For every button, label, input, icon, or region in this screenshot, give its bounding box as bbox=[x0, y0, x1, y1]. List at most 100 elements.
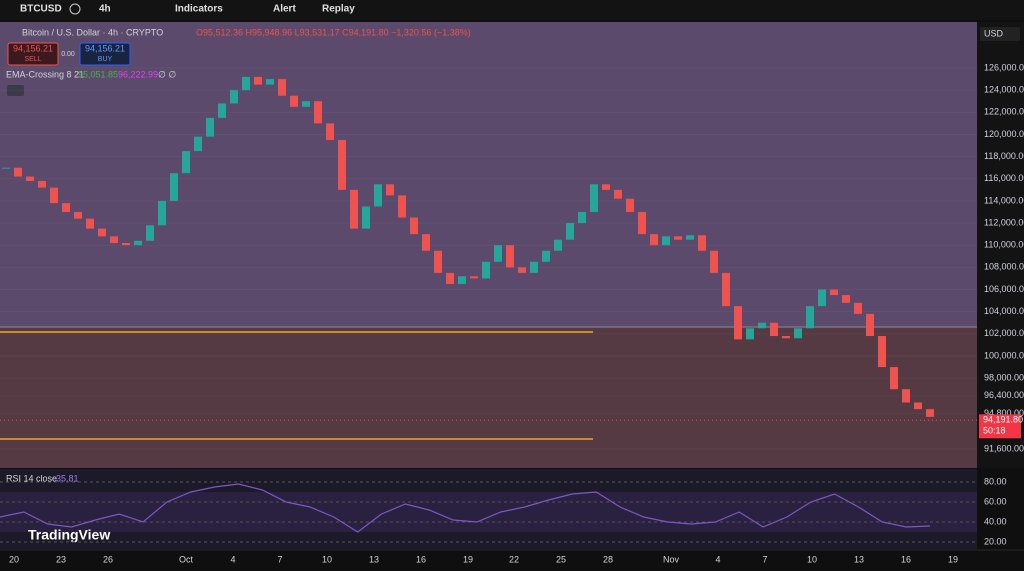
candle bbox=[794, 328, 802, 339]
candle bbox=[758, 322, 766, 329]
add-symbol[interactable] bbox=[69, 3, 81, 15]
spread: 0.00 bbox=[61, 51, 75, 58]
candle bbox=[290, 95, 298, 107]
candle bbox=[122, 243, 130, 246]
time-label: 16 bbox=[901, 554, 911, 564]
buy-label[interactable]: BUY bbox=[98, 56, 113, 63]
candle bbox=[230, 90, 238, 104]
candle bbox=[482, 261, 490, 279]
zone-lower bbox=[0, 327, 977, 468]
ema-slow: 96,222.99 bbox=[118, 69, 158, 79]
candle bbox=[74, 211, 82, 219]
candle bbox=[50, 187, 58, 204]
rsi-band bbox=[0, 492, 977, 532]
candle bbox=[866, 313, 874, 337]
time-label: 13 bbox=[369, 554, 379, 564]
candle bbox=[842, 295, 850, 303]
candle bbox=[494, 245, 502, 262]
candle bbox=[158, 200, 166, 226]
time-label: 7 bbox=[277, 554, 282, 564]
price-scale bbox=[977, 22, 1024, 468]
candle bbox=[62, 203, 70, 212]
candle bbox=[854, 302, 862, 314]
currency[interactable]: USD bbox=[984, 28, 1004, 38]
candle bbox=[2, 167, 10, 169]
replay[interactable]: Replay bbox=[322, 4, 355, 15]
candle bbox=[542, 250, 550, 262]
interval[interactable]: 4h bbox=[99, 4, 111, 15]
rsi-label: RSI 14 close bbox=[6, 473, 57, 483]
price-tick-label: 118,000.00 bbox=[984, 151, 1024, 161]
candle bbox=[110, 236, 118, 244]
sell-button[interactable] bbox=[7, 42, 59, 66]
candle bbox=[278, 79, 286, 96]
candle bbox=[926, 409, 934, 417]
currency-box[interactable] bbox=[980, 27, 1020, 41]
candle bbox=[626, 198, 634, 212]
symbol[interactable]: BTCUSD bbox=[20, 4, 62, 15]
price-tick-label: 110,000.00 bbox=[984, 240, 1024, 250]
sell-label[interactable]: SELL bbox=[24, 56, 41, 63]
price-tick-label: 94,800.00 bbox=[984, 408, 1024, 418]
time-label: 19 bbox=[463, 554, 473, 564]
candle bbox=[218, 103, 226, 118]
candle bbox=[446, 272, 454, 284]
price-tick-label: 100,000.00 bbox=[984, 350, 1024, 360]
candle bbox=[902, 389, 910, 403]
candle bbox=[38, 180, 46, 188]
candle bbox=[338, 139, 346, 190]
candle bbox=[374, 184, 382, 207]
candle bbox=[782, 336, 790, 339]
candle bbox=[578, 211, 586, 224]
candle bbox=[134, 240, 142, 246]
price-tick-label: 96,400.00 bbox=[984, 390, 1024, 400]
candle bbox=[350, 189, 358, 229]
price-tick-label: 124,000.00 bbox=[984, 85, 1024, 95]
candle bbox=[14, 167, 22, 177]
time-label: 10 bbox=[807, 554, 817, 564]
candle bbox=[86, 218, 94, 229]
collapse[interactable] bbox=[7, 85, 24, 96]
candle bbox=[398, 195, 406, 218]
sell-price[interactable]: 94,156.21 bbox=[13, 43, 53, 53]
indicators[interactable]: Indicators bbox=[175, 4, 223, 15]
candle bbox=[362, 206, 370, 229]
price-tick-label: 106,000.00 bbox=[984, 284, 1024, 294]
candle bbox=[422, 234, 430, 251]
price-tick-label: 104,000.00 bbox=[984, 306, 1024, 316]
candle bbox=[734, 306, 742, 340]
candle bbox=[302, 101, 310, 107]
price-tick-label: 112,000.00 bbox=[984, 217, 1024, 227]
candle bbox=[182, 151, 190, 174]
candle bbox=[590, 184, 598, 212]
candle bbox=[830, 289, 838, 296]
alert[interactable]: Alert bbox=[273, 4, 296, 15]
time-label: 4 bbox=[715, 554, 720, 564]
candle bbox=[254, 76, 262, 85]
price-tick-label: 122,000.00 bbox=[984, 107, 1024, 117]
countdown: 50:18 bbox=[983, 426, 1006, 436]
candle bbox=[698, 235, 706, 251]
brand: TradingView bbox=[28, 527, 110, 543]
candle bbox=[686, 235, 694, 240]
rsi-tick-label: 40.00 bbox=[984, 516, 1007, 526]
candle bbox=[818, 289, 826, 307]
candle bbox=[326, 123, 334, 140]
price-tick-label: 114,000.00 bbox=[984, 195, 1024, 205]
rsi-current: 35.81 bbox=[56, 473, 79, 483]
candle bbox=[602, 184, 610, 190]
candle bbox=[470, 276, 478, 279]
candle bbox=[614, 189, 622, 199]
buy-button[interactable] bbox=[79, 42, 131, 66]
price-tick-label: 91,600.00 bbox=[984, 443, 1024, 453]
price-tick-label: 116,000.00 bbox=[984, 173, 1024, 183]
price-tick-label: 108,000.00 bbox=[984, 262, 1024, 272]
candle bbox=[674, 236, 682, 240]
candle bbox=[26, 176, 34, 181]
buy-price[interactable]: 94,156.21 bbox=[85, 43, 125, 53]
rsi-tick-label: 80.00 bbox=[984, 476, 1007, 486]
candle bbox=[554, 239, 562, 251]
price-tick-label: 98,000.00 bbox=[984, 373, 1024, 383]
price-tick-label: 126,000.00 bbox=[984, 62, 1024, 72]
